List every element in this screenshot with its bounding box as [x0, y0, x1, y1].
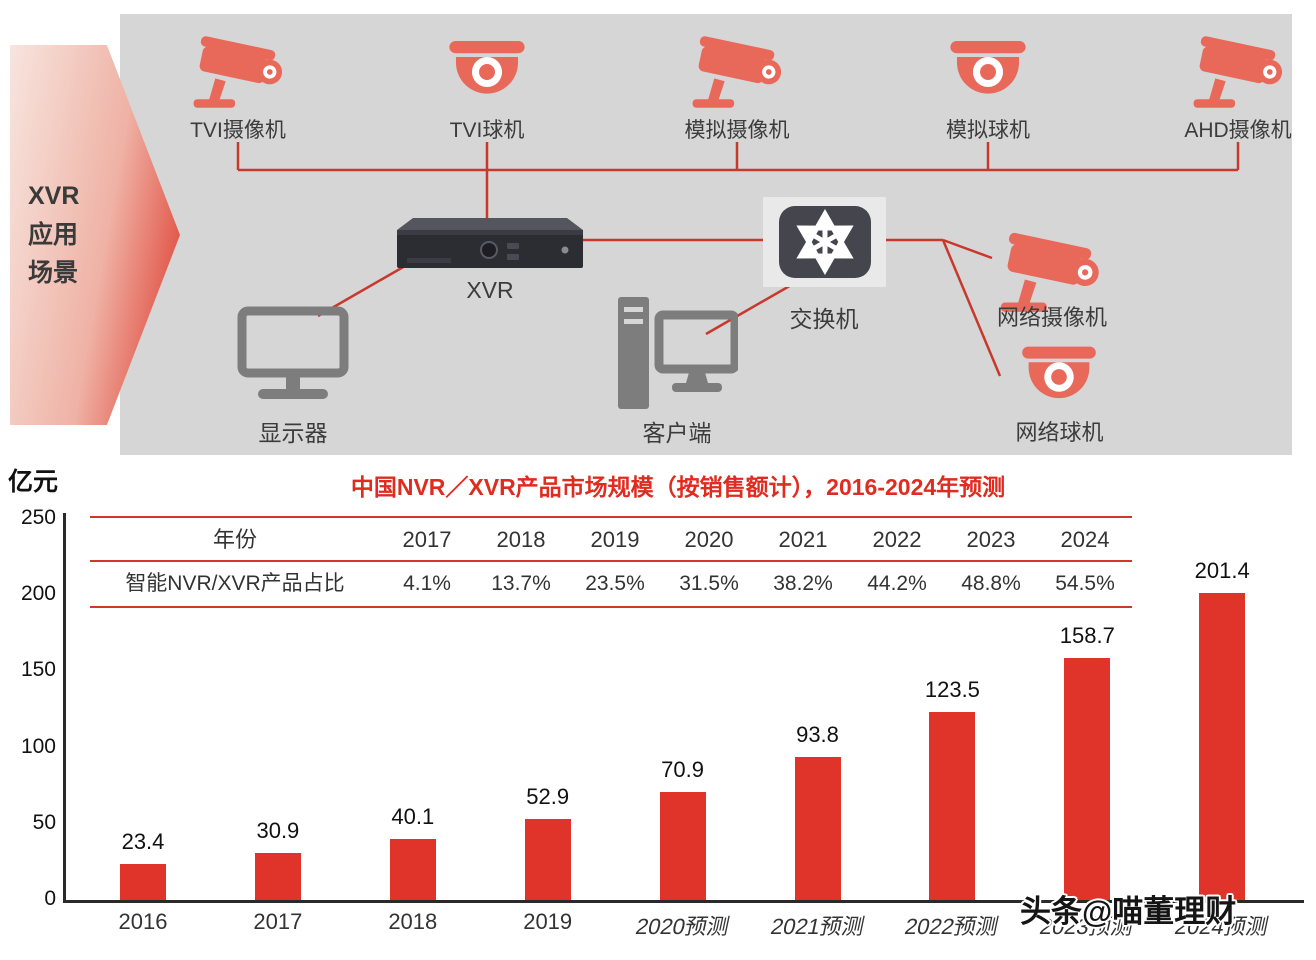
- chart-title: 中国NVR／XVR产品市场规模（按销售额计），2016-2024年预测: [350, 474, 1006, 500]
- y-axis-tick-label: 100: [20, 734, 56, 758]
- x-axis-tick-label: 2024预测: [1172, 914, 1271, 939]
- y-axis-tick-label: 250: [20, 506, 56, 529]
- year-row-label: 年份: [90, 518, 380, 562]
- x-axis-tick-label: 2021预测: [768, 914, 867, 939]
- arrow-line-2: 应用: [28, 220, 79, 249]
- bar-value-label: 23.4: [121, 829, 165, 855]
- bar: [1064, 658, 1111, 900]
- rate-table-column: 2018 13.7%: [474, 518, 568, 606]
- bar-value-label: 201.4: [1194, 558, 1250, 584]
- rate-table-column: 2023 48.8%: [944, 518, 1038, 606]
- y-axis-unit-label: 亿元: [8, 468, 59, 496]
- rate-table-column: 2021 38.2%: [756, 518, 850, 606]
- x-axis-tick-label: 2019: [523, 909, 573, 934]
- bar: [524, 819, 571, 900]
- x-axis-tick-label: 2022预测: [902, 914, 1002, 939]
- rate-table-label-column: 年份 智能NVR/XVR产品占比: [90, 518, 380, 606]
- year-cell: 2021: [756, 518, 850, 562]
- monitor-label: 显示器: [258, 420, 328, 446]
- year-cell: 2019: [568, 518, 662, 562]
- year-cell: 2017: [380, 518, 474, 562]
- rate-table-column: 2017 4.1%: [380, 518, 474, 606]
- xvr-label: XVR: [466, 277, 514, 303]
- y-axis-tick-label: 0: [44, 887, 56, 910]
- x-axis-tick-label: 2016: [118, 909, 168, 934]
- xvr-device-icon: [397, 218, 583, 268]
- x-axis-tick-label: 2020预测: [633, 914, 732, 939]
- bar-value-label: 158.7: [1059, 623, 1115, 649]
- share-row-label: 智能NVR/XVR产品占比: [125, 572, 345, 595]
- client-label: 客户端: [642, 420, 712, 446]
- arrow-line-3: 场景: [28, 259, 79, 288]
- bar-value-label: 70.9: [661, 756, 704, 782]
- rate-table-columns: 2017 4.1% 2018 13.7% 2019 23.5% 2020 31.5% 2021 3…: [380, 518, 1132, 606]
- bar-value-label: 93.8: [796, 722, 839, 748]
- rate-table-column: 2022 44.2%: [850, 518, 944, 606]
- share-cell: 48.8%: [961, 572, 1021, 595]
- share-cell: 23.5%: [585, 572, 645, 595]
- y-axis-tick-label: 150: [20, 658, 56, 682]
- bar: [794, 757, 841, 900]
- x-axis: [63, 900, 1304, 903]
- network-camera-label: 网络摄像机: [996, 305, 1107, 330]
- year-cell: 2023: [944, 518, 1038, 562]
- rate-table-column: 2020 31.5%: [662, 518, 756, 606]
- bar: [1199, 593, 1246, 900]
- x-axis-tick-label: 2017: [253, 909, 303, 934]
- monitor-icon: [237, 306, 349, 399]
- rate-table-column: 2019 23.5%: [568, 518, 662, 606]
- x-axis-tick-label: 2023预测: [1037, 914, 1137, 939]
- scenario-arrow-label: XVR 应用 场景: [10, 45, 110, 425]
- bar: [389, 838, 436, 900]
- bar-value-label: 52.9: [526, 784, 570, 810]
- switch-icon: [763, 197, 886, 287]
- share-table: 年份 智能NVR/XVR产品占比 2017 4.1% 2018 13.7% 2019 23…: [90, 516, 1132, 608]
- bar-value-label: 30.9: [256, 817, 300, 843]
- y-axis-tick-label: 50: [32, 810, 56, 834]
- share-cell: 38.2%: [773, 572, 833, 595]
- share-cell: 31.5%: [679, 572, 739, 595]
- bar-value-label: 40.1: [391, 803, 435, 829]
- bar: [120, 864, 166, 900]
- client-computer-icon: [618, 297, 738, 409]
- year-cell: 2020: [662, 518, 756, 562]
- arrow-line-1: XVR: [28, 181, 80, 210]
- share-cell: 54.5%: [1055, 572, 1115, 595]
- bar: [929, 711, 976, 900]
- network-dome-icon: [1013, 340, 1105, 414]
- bar-value-label: 123.5: [924, 676, 980, 702]
- bar: [254, 852, 301, 900]
- switch-label: 交换机: [789, 306, 859, 332]
- network-dome-label: 网络球机: [1015, 420, 1104, 445]
- year-cell: 2024: [1038, 518, 1132, 562]
- share-cell: 4.1%: [403, 572, 451, 595]
- network-camera-icon: [992, 222, 1108, 314]
- year-cell: 2018: [474, 518, 568, 562]
- y-axis-tick-label: 200: [20, 582, 56, 606]
- watermark: 头条@喵董理财: [1020, 894, 1237, 929]
- bar: [659, 791, 706, 900]
- year-cell: 2022: [850, 518, 944, 562]
- y-axis: [63, 513, 66, 903]
- rate-table-column: 2024 54.5%: [1038, 518, 1132, 606]
- share-cell: 44.2%: [867, 572, 927, 595]
- x-axis-tick-label: 2018: [388, 909, 438, 934]
- share-cell: 13.7%: [491, 572, 551, 595]
